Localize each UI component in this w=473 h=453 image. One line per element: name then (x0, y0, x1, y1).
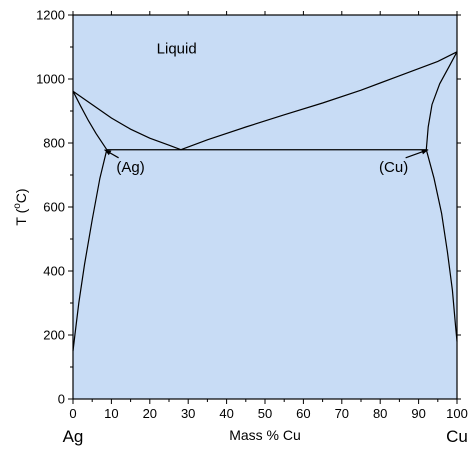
curve-solidus-ag (72, 90, 108, 151)
arrowhead-cu-solid (421, 149, 429, 155)
x-tick-label: 50 (258, 406, 272, 421)
axis-ticks: 0 10 20 30 40 50 60 70 80 90 100020040060080010001… (36, 8, 468, 422)
region-label-ag-solid: (Ag) (116, 159, 144, 176)
y-axis-label-unit: C) (13, 188, 29, 203)
phase-boundaries (72, 51, 458, 352)
x-tick-label: 10 (104, 406, 118, 421)
curve-liquidus-cu (180, 51, 458, 151)
x-tick-label: 100 (446, 406, 468, 421)
left-component-label: Ag (63, 427, 84, 446)
region-labels: Liquid (Ag) (Cu) (104, 40, 429, 176)
y-tick-label: 800 (43, 136, 65, 151)
y-axis-label-main: T ( (13, 208, 29, 225)
y-axis-label: T (oC) (12, 188, 29, 225)
x-tick-label: 60 (296, 406, 310, 421)
curve-liquidus-ag (72, 90, 182, 151)
y-tick-label: 0 (58, 392, 65, 407)
region-label-liquid: Liquid (157, 40, 197, 57)
arrowhead-ag-solid (104, 149, 112, 156)
curve-solvus-ag (72, 149, 108, 352)
y-tick-label: 200 (43, 328, 65, 343)
x-tick-label: 30 (181, 406, 195, 421)
x-tick-label: 0 (69, 406, 76, 421)
x-tick-label: 70 (335, 406, 349, 421)
y-tick-label: 1000 (36, 72, 65, 87)
y-tick-label: 400 (43, 264, 65, 279)
y-tick-label: 1200 (36, 8, 65, 23)
x-axis-label: Mass % Cu (229, 427, 301, 443)
region-label-cu-solid: (Cu) (379, 159, 408, 176)
x-tick-label: 80 (373, 406, 387, 421)
y-tick-label: 600 (43, 200, 65, 215)
x-tick-label: 40 (219, 406, 233, 421)
x-tick-label: 90 (411, 406, 425, 421)
y-axis-label-superscript: o (12, 203, 23, 209)
right-component-label: Cu (446, 427, 468, 446)
plot-area (72, 14, 458, 400)
curve-solidus-cu (425, 51, 458, 150)
curve-solvus-cu (425, 149, 458, 342)
x-tick-label: 20 (143, 406, 157, 421)
